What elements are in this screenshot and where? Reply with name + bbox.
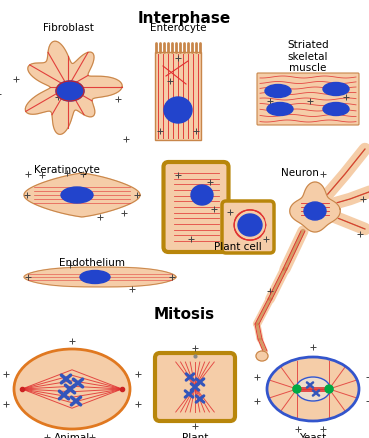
Ellipse shape xyxy=(296,377,330,401)
Text: Yeast: Yeast xyxy=(299,432,327,438)
Text: Fibroblast: Fibroblast xyxy=(42,23,93,33)
Ellipse shape xyxy=(191,186,213,205)
Ellipse shape xyxy=(323,103,349,116)
Polygon shape xyxy=(25,42,122,135)
Circle shape xyxy=(293,385,301,393)
Ellipse shape xyxy=(164,98,192,124)
Ellipse shape xyxy=(267,103,293,116)
Ellipse shape xyxy=(61,187,93,204)
Polygon shape xyxy=(290,183,340,233)
FancyBboxPatch shape xyxy=(163,162,228,252)
Ellipse shape xyxy=(80,271,110,284)
Ellipse shape xyxy=(267,357,359,421)
Ellipse shape xyxy=(265,85,291,98)
FancyBboxPatch shape xyxy=(155,53,201,141)
Text: Enterocyte: Enterocyte xyxy=(150,23,206,33)
Text: Plant cell: Plant cell xyxy=(214,241,262,251)
FancyBboxPatch shape xyxy=(257,74,359,126)
Text: Striated
skeletal
muscle: Striated skeletal muscle xyxy=(287,40,329,73)
Ellipse shape xyxy=(256,351,268,361)
Text: Neuron: Neuron xyxy=(281,168,319,177)
Text: Endothelium: Endothelium xyxy=(59,258,125,267)
Circle shape xyxy=(325,385,333,393)
Text: Animal: Animal xyxy=(54,432,90,438)
Text: Mitosis: Mitosis xyxy=(154,306,214,321)
Polygon shape xyxy=(24,173,140,217)
FancyBboxPatch shape xyxy=(155,353,235,421)
Ellipse shape xyxy=(323,83,349,96)
Text: Keratinocyte: Keratinocyte xyxy=(34,165,100,175)
Ellipse shape xyxy=(56,82,84,102)
Text: Interphase: Interphase xyxy=(137,11,231,26)
Ellipse shape xyxy=(304,202,326,220)
FancyBboxPatch shape xyxy=(222,201,274,254)
Ellipse shape xyxy=(238,215,262,237)
Polygon shape xyxy=(24,268,176,287)
Text: Plant: Plant xyxy=(182,432,208,438)
Ellipse shape xyxy=(14,349,130,429)
